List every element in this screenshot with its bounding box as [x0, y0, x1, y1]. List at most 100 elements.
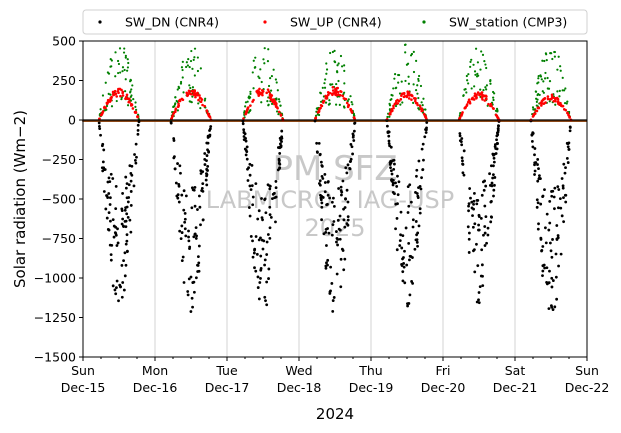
point-sw-dn [551, 279, 555, 282]
point-sw-dn [482, 188, 486, 192]
point-sw-station [351, 103, 354, 106]
point-sw-station [267, 48, 270, 51]
point-sw-station [199, 107, 202, 110]
point-sw-dn [490, 181, 494, 185]
point-sw-station [338, 103, 341, 107]
point-sw-up [472, 98, 476, 101]
point-sw-up [485, 95, 488, 98]
point-sw-dn [320, 175, 324, 178]
point-sw-dn [350, 145, 354, 149]
point-sw-dn [537, 167, 540, 171]
point-sw-station [267, 84, 271, 88]
point-sw-dn [128, 218, 132, 222]
point-sw-station [541, 59, 544, 62]
point-sw-station [479, 88, 482, 91]
point-sw-station [566, 100, 569, 103]
point-sw-dn [129, 179, 133, 183]
point-sw-dn [343, 206, 347, 209]
point-sw-station [126, 69, 129, 72]
point-sw-up [562, 108, 566, 111]
x-tick-label-date: Dec-15 [61, 380, 106, 395]
point-sw-station [543, 59, 546, 63]
point-sw-dn [111, 284, 115, 288]
point-sw-station [249, 92, 252, 96]
point-sw-dn [402, 256, 405, 259]
point-sw-dn [421, 142, 425, 146]
point-sw-dn [260, 216, 264, 219]
point-sw-dn [398, 239, 402, 243]
point-sw-dn [419, 187, 423, 191]
point-sw-up [109, 96, 112, 100]
point-sw-up [269, 98, 273, 102]
point-sw-dn [408, 183, 412, 187]
point-sw-dn [535, 205, 539, 209]
legend: SW_DN (CNR4) SW_UP (CNR4) SW_station (CMP3… [82, 9, 588, 35]
point-sw-dn [177, 184, 181, 188]
point-sw-dn [481, 284, 485, 288]
point-sw-dn [395, 217, 399, 220]
point-sw-dn [260, 197, 263, 200]
y-tick-label: −500 [42, 192, 76, 207]
point-sw-up [186, 94, 189, 98]
point-sw-dn [126, 249, 129, 253]
point-sw-dn [126, 216, 130, 219]
point-sw-dn [401, 270, 405, 274]
point-sw-up [113, 89, 117, 93]
point-sw-up [345, 101, 349, 105]
point-sw-dn [263, 198, 267, 202]
point-sw-dn [201, 182, 205, 186]
point-sw-dn [477, 215, 481, 218]
point-sw-station [541, 90, 544, 93]
point-sw-up [407, 91, 411, 95]
point-sw-dn [122, 259, 125, 263]
point-sw-up [551, 96, 555, 99]
point-sw-dn [329, 265, 333, 269]
point-sw-dn [493, 145, 497, 148]
point-sw-dn [209, 125, 213, 128]
point-sw-up [176, 105, 180, 109]
point-sw-station [563, 101, 567, 105]
point-sw-up [205, 110, 209, 113]
point-sw-station [340, 65, 344, 68]
point-sw-dn [475, 202, 479, 206]
point-sw-dn [550, 194, 554, 198]
point-sw-dn [248, 214, 252, 218]
point-sw-up [540, 100, 544, 103]
point-sw-dn [415, 233, 418, 237]
point-sw-dn [398, 244, 402, 247]
point-sw-dn [543, 226, 547, 230]
point-sw-dn [125, 182, 129, 186]
point-sw-dn [252, 251, 256, 255]
point-sw-station [121, 70, 124, 73]
point-sw-dn [133, 153, 136, 156]
point-sw-dn [124, 242, 128, 246]
point-sw-dn [114, 207, 118, 211]
point-sw-up [415, 101, 419, 105]
point-sw-dn [107, 176, 111, 180]
point-sw-up [546, 95, 550, 98]
point-sw-dn [460, 143, 464, 147]
point-sw-station [199, 67, 202, 70]
point-sw-station [101, 94, 105, 97]
point-sw-dn [344, 197, 347, 201]
point-sw-dn [424, 131, 428, 134]
point-sw-dn [256, 217, 260, 221]
x-tick-label-day: Tue [215, 363, 238, 378]
point-sw-station [251, 71, 254, 74]
point-sw-station [474, 47, 478, 50]
point-sw-dn [193, 185, 197, 189]
point-sw-dn [387, 142, 391, 145]
point-sw-dn [323, 190, 327, 194]
point-sw-dn [563, 171, 567, 175]
point-sw-station [473, 70, 477, 73]
point-sw-up [461, 111, 464, 114]
point-sw-dn [493, 183, 496, 187]
point-sw-dn [480, 248, 484, 252]
point-sw-up [319, 103, 323, 107]
point-sw-station [343, 91, 346, 94]
point-sw-dn [245, 145, 249, 149]
point-sw-dn [245, 150, 249, 154]
point-sw-dn [537, 177, 541, 181]
point-sw-dn [111, 218, 115, 222]
point-sw-up [265, 91, 268, 95]
